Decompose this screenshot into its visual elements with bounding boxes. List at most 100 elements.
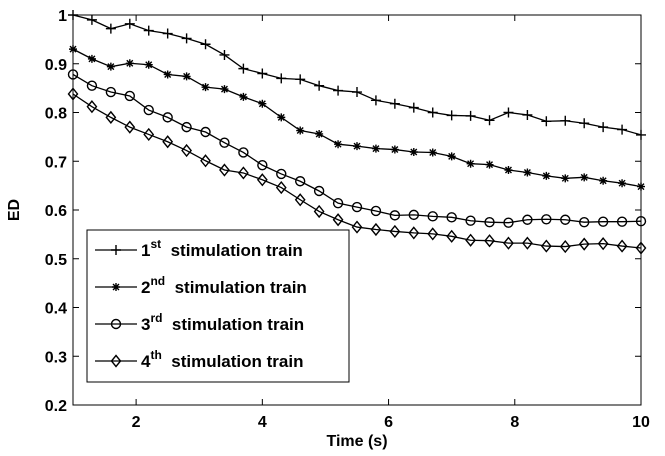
- legend-label: 2nd stimulation train: [141, 274, 307, 297]
- series-1: [68, 10, 646, 140]
- data-point-marker: [352, 87, 362, 98]
- data-point-marker: [163, 70, 172, 79]
- data-point-marker: [294, 193, 306, 207]
- legend-label: 3rd stimulation train: [141, 311, 304, 334]
- data-point-marker: [277, 113, 286, 122]
- data-point-marker: [542, 171, 551, 180]
- series-layer: [67, 10, 647, 255]
- legend-entry: 3rd stimulation train: [95, 311, 304, 334]
- data-point-marker: [105, 23, 116, 34]
- data-point-marker: [465, 215, 476, 226]
- data-point-marker: [598, 122, 609, 133]
- data-point-marker: [503, 107, 514, 118]
- data-point-marker: [389, 224, 401, 239]
- data-point-marker: [428, 148, 437, 157]
- data-point-marker: [503, 217, 514, 228]
- data-point-marker: [465, 233, 477, 247]
- data-point-marker: [106, 62, 115, 71]
- data-point-marker: [389, 98, 400, 109]
- data-point-marker: [332, 197, 344, 209]
- y-tick-label: 0.7: [45, 154, 67, 171]
- legend-entry: 1st stimulation train: [95, 237, 303, 260]
- data-point-marker: [351, 220, 363, 234]
- data-point-marker: [408, 102, 419, 113]
- data-point-marker: [541, 116, 552, 127]
- data-point-marker: [181, 143, 193, 158]
- series-2: [69, 45, 645, 191]
- data-point-marker: [484, 115, 495, 126]
- data-point-marker: [503, 236, 514, 250]
- data-point-marker: [87, 54, 96, 63]
- data-point-marker: [313, 204, 325, 219]
- data-point-marker: [200, 154, 211, 168]
- data-point-marker: [220, 85, 229, 94]
- data-point-marker: [446, 212, 457, 223]
- data-point-marker: [86, 80, 98, 91]
- data-point-marker: [332, 213, 344, 227]
- data-point-marker: [86, 100, 98, 114]
- y-tick-label: 0.4: [45, 301, 67, 318]
- data-point-marker: [124, 90, 136, 102]
- data-point-marker: [559, 239, 571, 254]
- data-point-marker: [162, 28, 173, 39]
- legend-entry: 4th stimulation train: [95, 348, 303, 371]
- data-point-marker: [351, 201, 363, 213]
- data-point-marker: [540, 239, 552, 253]
- legend-marker: [112, 283, 120, 291]
- series-line: [72, 73, 642, 224]
- x-tick-label: 6: [384, 414, 393, 431]
- data-point-marker: [124, 18, 135, 29]
- data-point-marker: [427, 107, 438, 118]
- data-point-marker: [427, 227, 439, 241]
- data-point-marker: [239, 92, 248, 101]
- data-point-marker: [616, 216, 628, 227]
- data-point-marker: [200, 126, 211, 138]
- tick-layer: 2 4 6 8 10 0.2 0.3 0.4 0.5 0.6 0.7 0.8 0.9 1: [45, 8, 650, 431]
- data-point-marker: [124, 120, 136, 134]
- data-point-marker: [313, 185, 325, 197]
- data-point-marker: [143, 104, 154, 116]
- data-point-marker: [315, 129, 324, 138]
- data-point-marker: [597, 237, 609, 251]
- data-point-marker: [409, 147, 418, 156]
- data-point-marker: [408, 209, 419, 221]
- data-point-marker: [465, 110, 476, 121]
- data-point-marker: [162, 135, 174, 149]
- data-point-marker: [125, 59, 134, 68]
- x-tick-label: 2: [132, 414, 141, 431]
- data-point-marker: [446, 229, 458, 243]
- data-point-marker: [522, 109, 533, 120]
- y-tick-label: 0.2: [45, 398, 67, 415]
- data-point-marker: [579, 118, 590, 129]
- data-point-marker: [484, 234, 495, 248]
- data-point-marker: [370, 95, 381, 106]
- data-point-marker: [560, 214, 571, 225]
- x-tick-label: 8: [510, 414, 519, 431]
- legend: 1st stimulation train 2nd stimulation tra…: [86, 229, 350, 383]
- data-point-marker: [578, 237, 590, 251]
- data-point-marker: [522, 214, 533, 225]
- legend-label: 1st stimulation train: [141, 237, 303, 260]
- data-point-marker: [238, 63, 249, 74]
- x-tick-label: 4: [258, 414, 267, 431]
- data-point-marker: [484, 216, 495, 228]
- data-point-marker: [334, 140, 343, 149]
- data-point-marker: [182, 72, 191, 81]
- legend-marker: [110, 354, 122, 368]
- y-axis-label: ED: [6, 199, 23, 221]
- y-tick-label: 0.3: [45, 349, 67, 366]
- data-point-marker: [201, 83, 210, 92]
- data-point-marker: [427, 211, 438, 222]
- data-point-marker: [143, 127, 155, 142]
- x-tick-label: 10: [632, 414, 650, 431]
- x-axis-label: Time (s): [326, 433, 387, 450]
- data-point-marker: [237, 166, 249, 180]
- y-tick-label: 0.9: [45, 57, 67, 74]
- data-point-marker: [371, 144, 380, 153]
- data-point-marker: [599, 176, 608, 185]
- y-tick-label: 0.5: [45, 252, 67, 269]
- y-tick-label: 1: [58, 8, 67, 25]
- series-4: [67, 87, 647, 255]
- data-point-marker: [618, 179, 627, 188]
